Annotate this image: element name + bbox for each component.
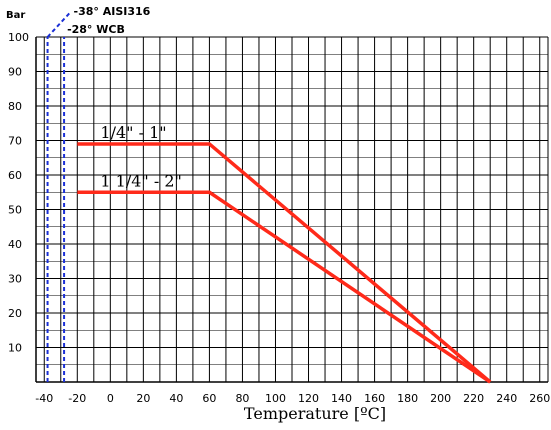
- x-tick-label: 240: [496, 392, 517, 405]
- series-labels: 1/4" - 1" 1 1/4" - 2": [100, 123, 182, 190]
- y-tick-labels: 10 20 30 40 50 60 70 80 90 100: [8, 31, 29, 355]
- x-tick-label: 60: [202, 392, 216, 405]
- series-lines: [77, 142, 492, 384]
- aisi316-label: -38° AISI316: [74, 5, 151, 18]
- x-tick-label: -20: [68, 392, 86, 405]
- series-label: 1/4" - 1": [100, 123, 166, 142]
- y-tick-label: 30: [8, 273, 22, 286]
- x-tick-label: 100: [265, 392, 286, 405]
- series-label: 1 1/4" - 2": [100, 171, 182, 190]
- x-tick-label: 0: [107, 392, 114, 405]
- x-tick-label: 120: [298, 392, 319, 405]
- y-axis-unit: Bar: [6, 10, 25, 21]
- x-tick-label: 40: [169, 392, 183, 405]
- series-line: [77, 142, 492, 384]
- y-tick-label: 60: [8, 169, 22, 182]
- x-tick-label: 80: [235, 392, 249, 405]
- x-tick-label: 180: [397, 392, 418, 405]
- y-tick-label: 40: [8, 238, 22, 251]
- x-tick-labels: -40 -20 0 20 40 60 80 100 120 140 160 180 200 220 240 2…: [35, 392, 550, 405]
- y-tick-label: 80: [8, 100, 22, 113]
- aisi316-limit-lead: [46, 11, 72, 38]
- y-tick-label: 10: [8, 342, 22, 355]
- temperature-limit-lines: -38° AISI316 -28° WCB: [46, 5, 151, 382]
- y-tick-label: 20: [8, 307, 22, 320]
- x-tick-label: 160: [364, 392, 385, 405]
- x-tick-label: -40: [35, 392, 53, 405]
- x-tick-label: 140: [331, 392, 352, 405]
- x-tick-label: 20: [136, 392, 150, 405]
- grid-lines: [36, 36, 548, 382]
- y-tick-label: 50: [8, 204, 22, 217]
- wcb-label: -28° WCB: [67, 23, 125, 36]
- y-tick-label: 90: [8, 66, 22, 79]
- y-tick-label: 100: [8, 31, 29, 44]
- axes: [35, 36, 549, 383]
- series-line: [77, 190, 492, 384]
- x-axis-label: Temperature [ºC]: [244, 404, 386, 423]
- x-tick-label: 220: [463, 392, 484, 405]
- x-tick-label: 260: [529, 392, 550, 405]
- y-tick-label: 70: [8, 135, 22, 148]
- x-tick-label: 200: [430, 392, 451, 405]
